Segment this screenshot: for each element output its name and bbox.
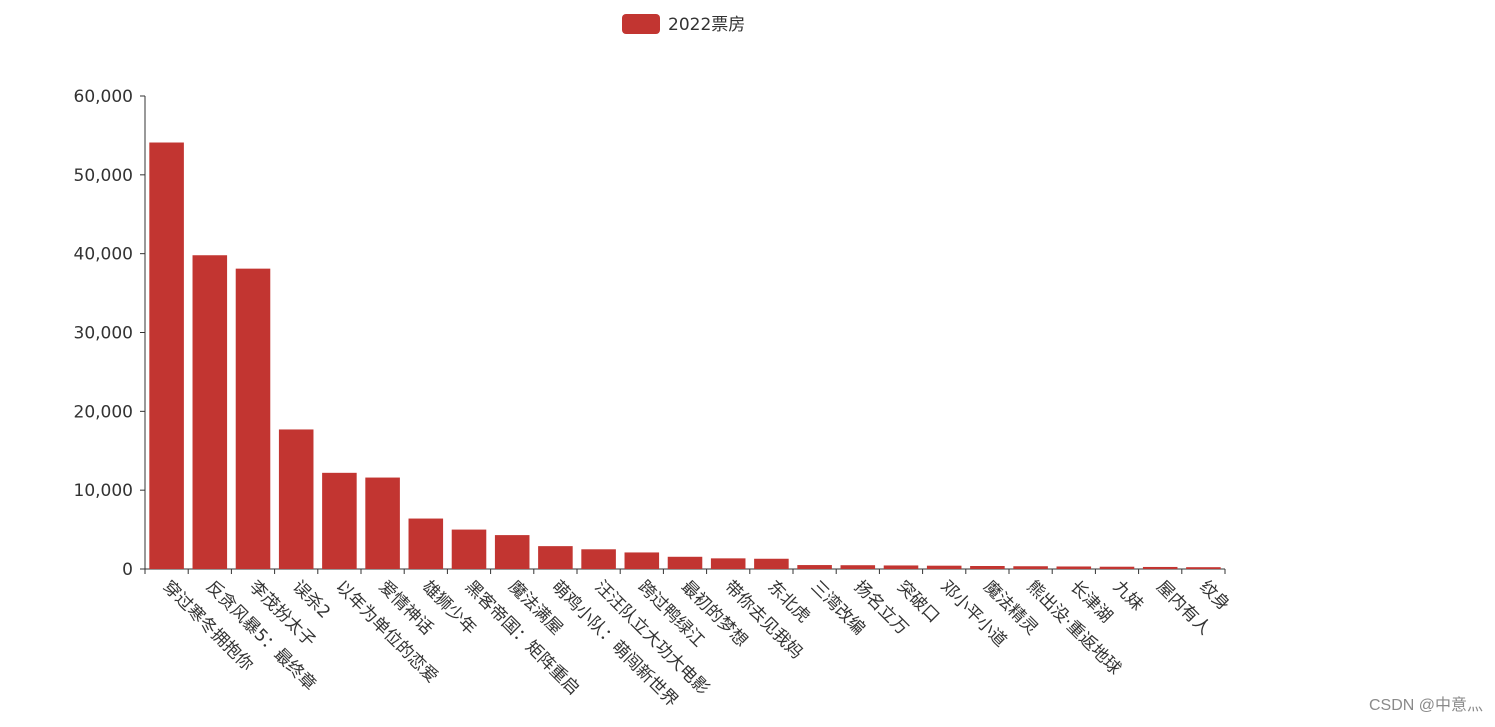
bar[interactable]: [1142, 566, 1178, 569]
bar[interactable]: [1013, 566, 1048, 569]
bar[interactable]: [1186, 567, 1221, 569]
y-tick-label: 40,000: [74, 245, 133, 265]
bar[interactable]: [926, 565, 962, 569]
bar[interactable]: [840, 565, 876, 569]
x-tick-label: 九妹: [1109, 577, 1147, 615]
bar[interactable]: [235, 268, 271, 569]
bar[interactable]: [408, 518, 444, 569]
bar[interactable]: [538, 546, 573, 569]
bar[interactable]: [754, 558, 789, 569]
bar[interactable]: [883, 565, 919, 569]
bar[interactable]: [1056, 566, 1092, 569]
bar[interactable]: [192, 255, 228, 569]
x-axis: 穿过寒冬拥抱你反贪风暴5：最终章李茂扮太子误杀2以年为单位的恋爱爱情神话雄狮少年…: [144, 568, 1234, 711]
bar[interactable]: [710, 558, 746, 569]
y-axis: 0 10,000 20,000 30,000 40,000 50,000 60,000: [74, 87, 146, 580]
y-tick-label: 60,000: [74, 87, 133, 107]
bar[interactable]: [624, 552, 660, 569]
y-tick-label: 20,000: [74, 402, 133, 422]
legend-label: 2022票房: [668, 15, 745, 35]
y-tick-label: 50,000: [74, 166, 133, 186]
bar[interactable]: [149, 142, 184, 570]
x-tick-label: 纹身: [1195, 577, 1233, 615]
bar[interactable]: [581, 549, 616, 569]
bar[interactable]: [451, 529, 487, 569]
bar-series: [149, 142, 1221, 570]
bar[interactable]: [322, 472, 357, 569]
watermark: CSDN @中意灬: [1368, 697, 1483, 714]
legend[interactable]: 2022票房: [622, 14, 745, 35]
bar[interactable]: [667, 556, 703, 569]
y-tick-label: 0: [122, 560, 133, 580]
bar[interactable]: [797, 565, 832, 569]
bar[interactable]: [494, 535, 530, 569]
bar[interactable]: [365, 477, 400, 569]
bar[interactable]: [278, 429, 314, 569]
legend-swatch: [622, 14, 660, 34]
y-tick-label: 10,000: [74, 481, 133, 501]
bar[interactable]: [970, 566, 1005, 569]
y-tick-label: 30,000: [74, 324, 133, 344]
bar[interactable]: [1099, 566, 1135, 569]
